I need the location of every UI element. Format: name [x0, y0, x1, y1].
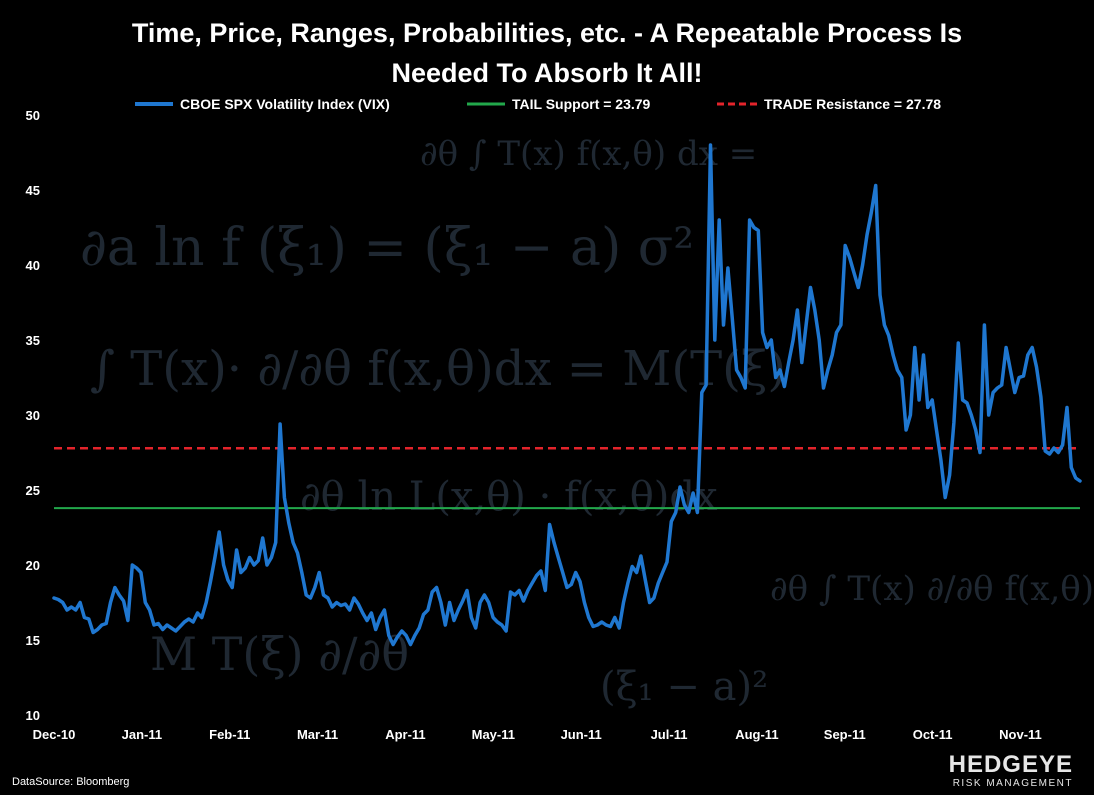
y-tick-label: 45	[26, 183, 40, 198]
y-tick-label: 10	[26, 708, 40, 723]
x-tick-label: Jul-11	[651, 727, 688, 742]
x-tick-label: Apr-11	[385, 727, 425, 742]
x-tick-label: Sep-11	[824, 727, 866, 742]
chart-title-line-2: Needed To Absorb It All!	[391, 58, 702, 88]
legend-label-vix: CBOE SPX Volatility Index (VIX)	[180, 96, 390, 112]
background-formula: M T(ξ) ∂/∂θ	[150, 627, 409, 681]
legend-label-trade: TRADE Resistance = 27.78	[764, 96, 941, 112]
logo-tagline: RISK MANAGEMENT	[953, 778, 1073, 789]
x-tick-label: Jun-11	[561, 727, 602, 742]
y-tick-label: 25	[26, 483, 40, 498]
x-tick-label: Oct-11	[913, 727, 953, 742]
legend-label-tail: TAIL Support = 23.79	[512, 96, 651, 112]
y-tick-label: 20	[26, 558, 40, 573]
data-source-label: DataSource: Bloomberg	[12, 776, 129, 788]
legend: CBOE SPX Volatility Index (VIX) TAIL Sup…	[135, 96, 941, 112]
y-tick-label: 30	[26, 408, 40, 423]
plot-area	[52, 143, 1082, 647]
y-tick-label: 50	[26, 108, 40, 123]
x-tick-label: May-11	[472, 727, 515, 742]
y-tick-label: 15	[26, 633, 40, 648]
background-formula-image: ∂θ ∫ T(x) f(x,θ) dx = ∂a ln f (ξ₁) = (ξ₁…	[80, 134, 1094, 710]
background-formula: ∂θ ln L(x,θ) · f(x,θ)dx	[300, 474, 718, 520]
chart-title-line-1: Time, Price, Ranges, Probabilities, etc.…	[132, 18, 962, 48]
x-tick-label: Jan-11	[122, 727, 162, 742]
y-axis: 10 15 20 25 30 35 40 45 50	[26, 108, 40, 723]
logo-wordmark: HEDGEYE	[949, 751, 1073, 778]
x-tick-label: Dec-10	[33, 727, 76, 742]
y-tick-label: 35	[26, 333, 40, 348]
background-formula: ∫ T(x)· ∂/∂θ f(x,θ)dx = M(T(ξ)	[90, 341, 786, 397]
x-tick-label: Mar-11	[297, 727, 338, 742]
background-formula: ∂a ln f (ξ₁) = (ξ₁ − a) σ²	[80, 218, 694, 278]
background-formula: (ξ₁ − a)²	[600, 664, 768, 710]
background-formula: ∂θ ∫ T(x) ∂/∂θ f(x,θ)dx	[770, 569, 1094, 609]
vix-series-line	[52, 143, 1082, 647]
hedgeye-logo: HEDGEYE RISK MANAGEMENT	[949, 751, 1073, 789]
y-tick-label: 40	[26, 258, 40, 273]
x-tick-label: Feb-11	[209, 727, 250, 742]
x-tick-label: Aug-11	[735, 727, 778, 742]
x-tick-label: Nov-11	[999, 727, 1042, 742]
x-axis: Dec-10 Jan-11 Feb-11 Mar-11 Apr-11 May-11 Jun-…	[33, 727, 1042, 742]
background-formula: ∂θ ∫ T(x) f(x,θ) dx =	[420, 134, 757, 174]
